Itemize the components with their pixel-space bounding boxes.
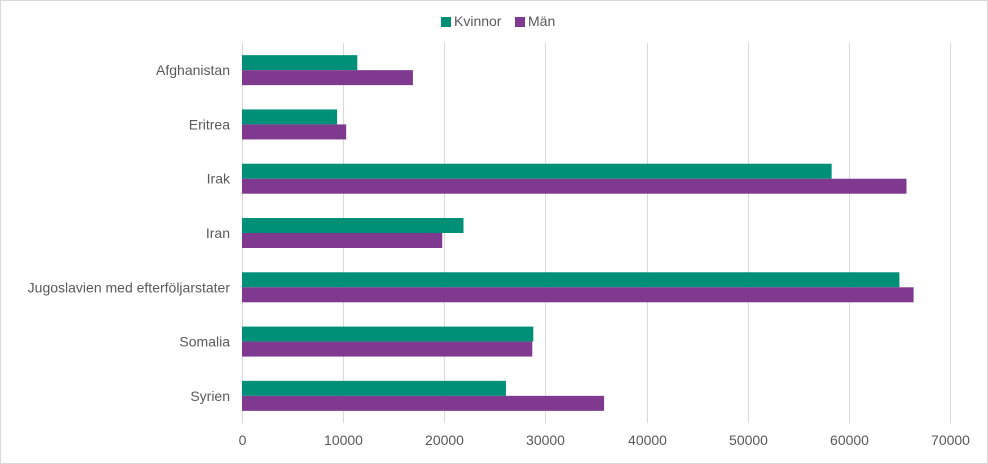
x-tick-label: 60000 — [830, 432, 869, 448]
category-label: Syrien — [190, 388, 230, 404]
bar-m-n-0 — [242, 70, 413, 86]
x-tick-label: 0 — [239, 432, 247, 448]
category-label: Eritrea — [189, 116, 230, 132]
bar-m-n-5 — [242, 341, 533, 357]
category-label: Iran — [206, 225, 230, 241]
category-label: Somalia — [179, 334, 230, 350]
x-tick-label: 40000 — [628, 432, 667, 448]
bar-m-n-4 — [242, 287, 914, 303]
bars — [242, 55, 914, 411]
x-tick-label: 30000 — [526, 432, 565, 448]
bar-kvinnor-3 — [242, 218, 464, 233]
bar-kvinnor-5 — [242, 326, 534, 342]
x-tick-label: 20000 — [425, 432, 464, 448]
bar-kvinnor-4 — [242, 272, 900, 288]
category-label: Irak — [207, 171, 231, 187]
x-tick-label: 70000 — [931, 432, 970, 448]
bar-kvinnor-0 — [242, 55, 358, 71]
legend: Kvinnor Män — [441, 13, 555, 29]
legend-swatch-0 — [441, 17, 451, 27]
bar-m-n-3 — [242, 233, 443, 248]
bar-kvinnor-1 — [242, 109, 338, 125]
axis-labels: 0 10000 20000 30000 40000 50000 60000 70000 Afgh… — [28, 62, 971, 448]
bar-kvinnor-6 — [242, 380, 506, 396]
x-tick-label: 50000 — [729, 432, 768, 448]
bar-m-n-1 — [242, 124, 347, 140]
category-label: Jugoslavien med efterföljarstater — [28, 279, 231, 295]
bar-kvinnor-2 — [242, 163, 832, 179]
legend-swatch-1 — [515, 17, 525, 27]
legend-label: Män — [528, 13, 555, 29]
bar-m-n-6 — [242, 395, 605, 411]
bar-m-n-2 — [242, 178, 907, 194]
legend-label: Kvinnor — [454, 13, 502, 29]
x-tick-label: 10000 — [324, 432, 363, 448]
category-label: Afghanistan — [156, 62, 230, 78]
